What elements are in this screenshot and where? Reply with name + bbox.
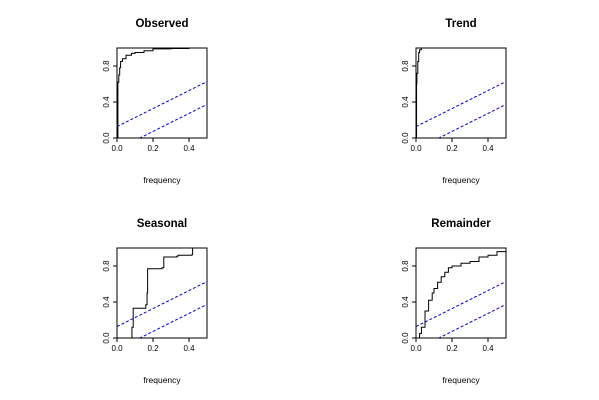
y-tick-label: 0.0 (401, 332, 410, 344)
y-tick-label: 0.8 (102, 60, 111, 72)
x-axis-label: frequency (143, 175, 181, 185)
x-tick-label: 0.0 (111, 144, 123, 153)
confidence-band-line (117, 81, 207, 128)
x-tick-label: 0.4 (183, 344, 195, 353)
chart-title: Trend (445, 18, 476, 30)
x-tick-label: 0.2 (147, 344, 159, 353)
confidence-band-line (117, 281, 207, 328)
panel-observed: Observed 0.0 0.2 0.4 0.0 0.4 0.8 frequency (102, 18, 208, 185)
y-tick-label: 0.4 (102, 296, 111, 308)
panel-remainder: Remainder 0.0 0.2 0.4 0.0 0.4 0.8 frequency (401, 218, 507, 385)
y-tick-label: 0.8 (401, 60, 410, 72)
cumulative-periodogram-line (416, 248, 506, 338)
chart-title: Observed (135, 18, 188, 30)
x-tick-label: 0.2 (446, 144, 458, 153)
y-tick-label: 0.8 (401, 260, 410, 272)
x-tick-label: 0.4 (482, 144, 494, 153)
y-tick-label: 0.0 (102, 332, 111, 344)
confidence-band-line (437, 103, 506, 138)
x-tick-label: 0.0 (410, 344, 422, 353)
y-tick-label: 0.8 (102, 260, 111, 272)
x-axis-label: frequency (143, 375, 181, 385)
chart-title: Seasonal (137, 218, 188, 230)
panel-seasonal: Seasonal 0.0 0.2 0.4 0.0 0.4 0.8 frequency (102, 218, 208, 385)
plot-frame (415, 47, 507, 139)
x-tick-label: 0.4 (482, 344, 494, 353)
cumulative-periodogram-line (117, 248, 207, 338)
cumulative-periodogram-line (416, 48, 506, 138)
y-tick-label: 0.4 (102, 96, 111, 108)
x-tick-label: 0.2 (147, 144, 159, 153)
confidence-band-line (138, 303, 207, 338)
cumulative-periodogram-line (117, 48, 207, 138)
y-tick-label: 0.4 (401, 96, 410, 108)
plot-frame (116, 47, 208, 139)
x-axis-label: frequency (442, 375, 480, 385)
y-tick-label: 0.0 (102, 132, 111, 144)
x-axis-label: frequency (442, 175, 480, 185)
plot-frame (116, 247, 208, 339)
x-tick-label: 0.0 (111, 344, 123, 353)
x-tick-label: 0.4 (183, 144, 195, 153)
y-tick-label: 0.0 (401, 132, 410, 144)
plot-frame (415, 247, 507, 339)
chart-title: Remainder (431, 218, 491, 230)
confidence-band-line (138, 103, 207, 138)
x-tick-label: 0.0 (410, 144, 422, 153)
y-tick-label: 0.4 (401, 296, 410, 308)
confidence-band-line (416, 81, 506, 128)
confidence-band-line (416, 281, 506, 328)
x-tick-label: 0.2 (446, 344, 458, 353)
panel-trend: Trend 0.0 0.2 0.4 0.0 0.4 0.8 frequency (401, 18, 507, 185)
confidence-band-line (437, 303, 506, 338)
